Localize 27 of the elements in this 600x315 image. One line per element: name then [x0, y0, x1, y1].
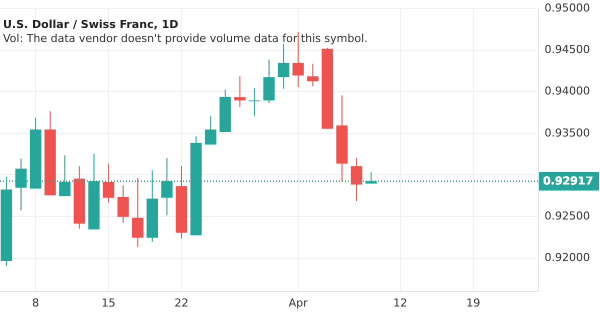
x-tick-label: 22	[174, 296, 188, 310]
y-tick-label: 0.92000	[544, 251, 590, 264]
ref-line-label: 0.92917	[543, 174, 594, 188]
candlestick	[350, 157, 362, 202]
y-tick-label: 0.95000	[544, 2, 590, 14]
y-tick-label: 0.94500	[544, 43, 590, 56]
x-tick-label: 8	[32, 296, 40, 310]
candlestick	[307, 63, 318, 87]
candlestick	[117, 184, 129, 224]
candlestick	[263, 59, 275, 104]
candlestick	[278, 43, 290, 90]
x-tick-label: 19	[466, 296, 480, 310]
candlestick	[15, 158, 27, 211]
text: Vol: The data vendor doesn't provide volume data for this symbol.	[3, 32, 368, 45]
y-tick-label: 0.94000	[544, 84, 590, 98]
candlestick	[204, 116, 216, 146]
y-tick-label: 0.93500	[544, 126, 590, 140]
candlestick	[132, 177, 144, 248]
candlestick	[234, 76, 246, 108]
x-tick-label: 15	[102, 296, 116, 310]
y-tick-label: 0.92500	[544, 210, 590, 223]
x-tick-label: Apr	[288, 296, 308, 310]
x-tick-label: 12	[393, 296, 408, 310]
candlestick	[59, 154, 70, 197]
candlestick	[161, 157, 173, 216]
text: U.S. Dollar / Swiss Franc, 1D	[3, 18, 178, 31]
candlestick	[102, 163, 114, 204]
